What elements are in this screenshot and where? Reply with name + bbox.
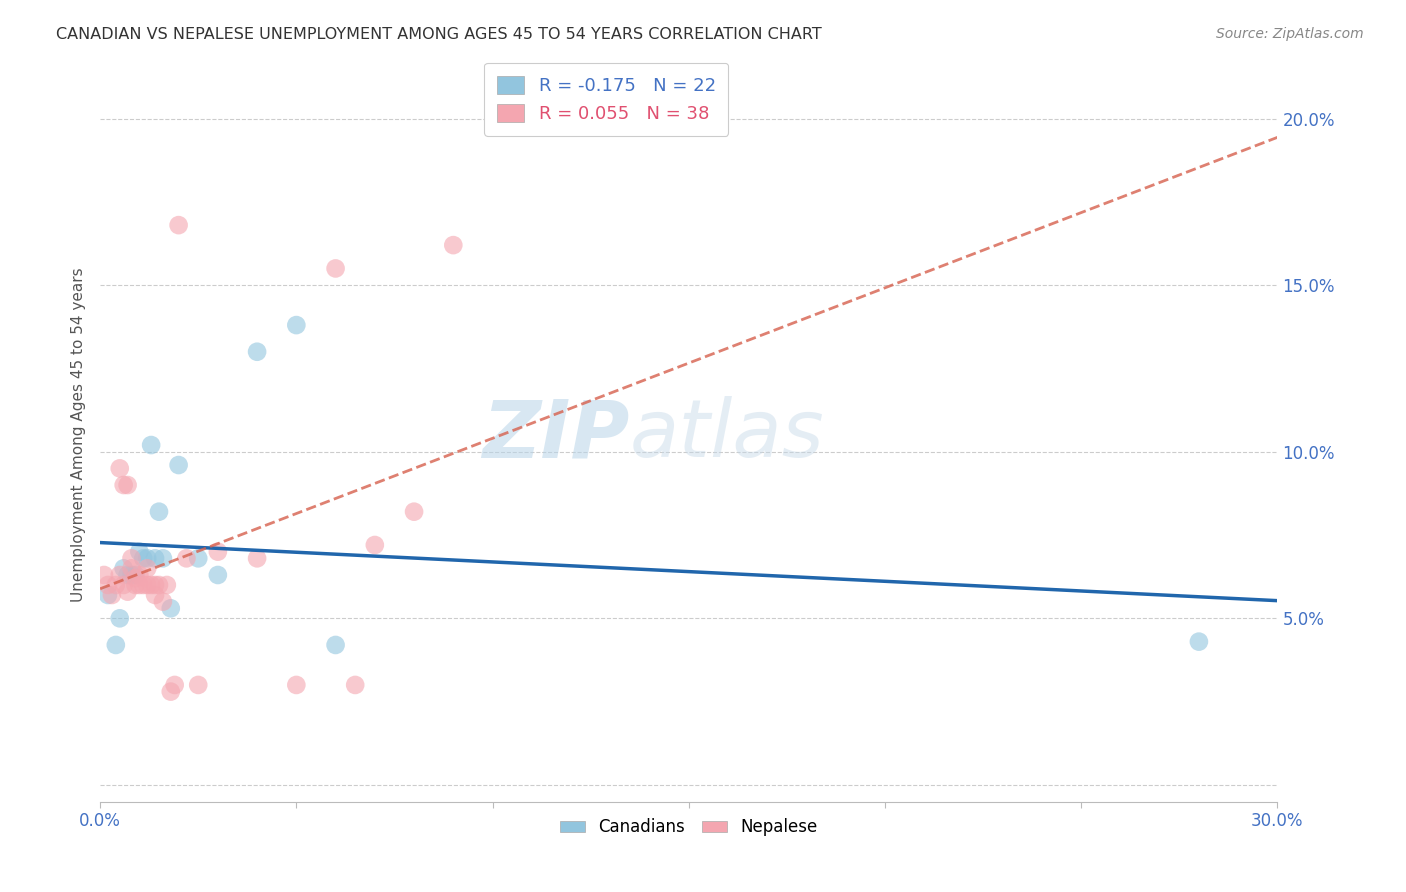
Point (117, 478, 139, 492)
Point (93, 568, 115, 582)
Point (97, 578, 120, 592)
Point (121, 561, 143, 575)
Point (325, 261, 347, 276)
Point (1188, 634, 1211, 648)
Point (128, 568, 150, 582)
Legend: Canadians, Nepalese: Canadians, Nepalese (551, 810, 825, 845)
Point (285, 318, 308, 332)
Point (139, 578, 162, 592)
Point (285, 678, 308, 692)
Point (112, 478, 135, 492)
Text: Source: ZipAtlas.com: Source: ZipAtlas.com (1216, 27, 1364, 41)
Point (97, 588, 120, 602)
Point (163, 678, 186, 692)
Point (104, 578, 127, 592)
Point (112, 561, 135, 575)
Point (344, 678, 367, 692)
Text: CANADIAN VS NEPALESE UNEMPLOYMENT AMONG AGES 45 TO 54 YEARS CORRELATION CHART: CANADIAN VS NEPALESE UNEMPLOYMENT AMONG … (56, 27, 823, 42)
Point (108, 611, 131, 625)
Point (101, 588, 124, 602)
Point (167, 218, 190, 232)
Point (108, 461, 131, 475)
Y-axis label: Unemployment Among Ages 45 to 54 years: Unemployment Among Ages 45 to 54 years (72, 268, 86, 602)
Point (108, 568, 131, 582)
Point (441, 238, 464, 252)
Point (128, 578, 150, 592)
Point (187, 678, 209, 692)
Point (143, 578, 166, 592)
Point (167, 458, 190, 472)
Point (152, 551, 174, 566)
Point (364, 538, 387, 552)
Point (121, 551, 143, 566)
Point (143, 588, 166, 602)
Point (246, 344, 269, 359)
Point (112, 578, 135, 592)
Point (124, 571, 146, 585)
Point (156, 578, 179, 592)
Point (404, 505, 426, 519)
Point (121, 568, 143, 582)
Point (132, 578, 155, 592)
Point (139, 438, 162, 452)
Point (246, 551, 269, 566)
Point (136, 578, 159, 592)
Point (176, 551, 198, 566)
Text: atlas: atlas (630, 396, 825, 474)
Point (104, 638, 127, 652)
Point (148, 578, 170, 592)
Point (124, 568, 146, 582)
Point (159, 684, 181, 698)
Point (128, 544, 150, 558)
Point (152, 594, 174, 608)
Point (136, 561, 159, 575)
Point (124, 578, 146, 592)
Point (136, 551, 159, 566)
Point (159, 601, 181, 615)
Point (207, 568, 229, 582)
Point (187, 551, 209, 566)
Point (143, 551, 166, 566)
Point (117, 568, 139, 582)
Point (148, 505, 170, 519)
Point (117, 584, 139, 599)
Point (207, 544, 229, 558)
Text: ZIP: ZIP (482, 396, 630, 474)
Point (325, 638, 347, 652)
Point (132, 551, 155, 566)
